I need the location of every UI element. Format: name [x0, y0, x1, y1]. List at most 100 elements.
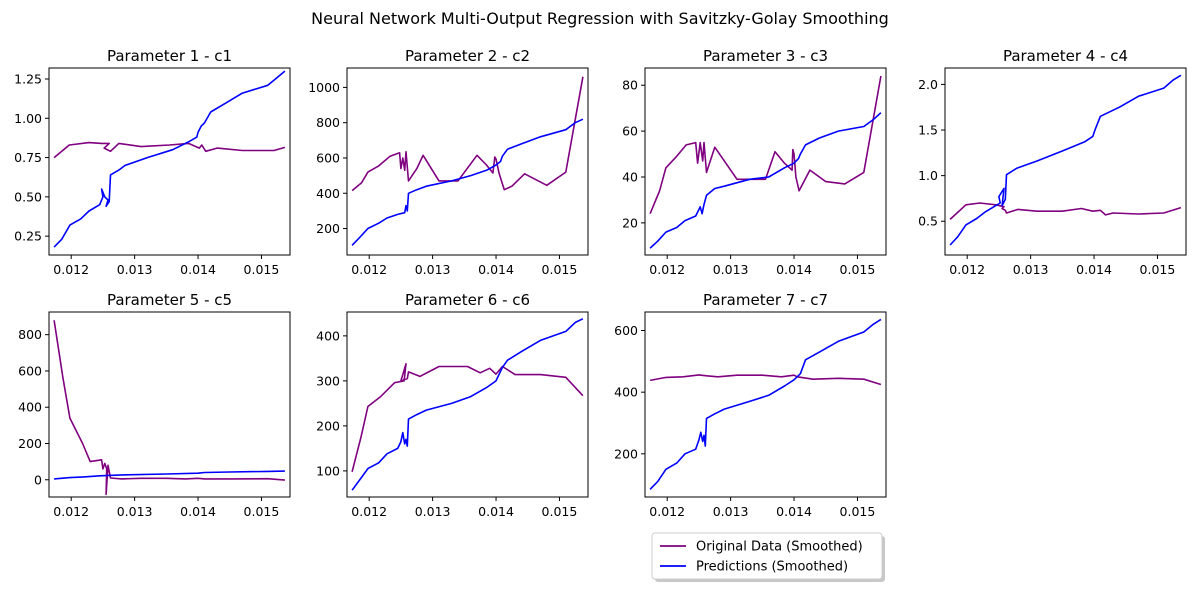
axes-frame: [944, 67, 1187, 256]
x-tick-label: 0.015: [542, 262, 578, 277]
x-tick-label: 0.013: [117, 262, 153, 277]
y-tick-label: 200: [614, 446, 638, 461]
series-line-original: [53, 320, 285, 496]
y-tick-label: 1000: [308, 80, 340, 95]
x-tick-label: 0.014: [478, 262, 514, 277]
y-tick-label: 1.25: [14, 72, 42, 87]
series-line-original: [649, 75, 882, 215]
x-tick-label: 0.015: [840, 504, 876, 519]
x-tick-label: 0.013: [1013, 262, 1049, 277]
x-tick-label: 0.012: [351, 504, 387, 519]
legend-label: Predictions (Smoothed): [696, 560, 848, 575]
series-line-predictions: [649, 112, 882, 249]
series-line-original: [649, 374, 882, 386]
series-line-original: [351, 76, 584, 192]
y-tick-label: 800: [316, 115, 340, 130]
subplot-4: 0.012 0.013 0.014 0.015 0.5 1.0 1.5 2.0 Paramete…: [918, 47, 1187, 277]
x-tick-label: 0.014: [1076, 262, 1112, 277]
subplot-title: Parameter 4 - c4: [1003, 47, 1128, 65]
axes-frame: [346, 67, 589, 256]
y-tick-label: 1.00: [14, 111, 42, 126]
subplot-title: Parameter 2 - c2: [405, 47, 530, 65]
axes-frame: [644, 67, 887, 256]
y-tick-label: 0.50: [14, 189, 42, 204]
subplot-7: 0.012 0.013 0.014 0.015 200 400 600 Parameter 7…: [614, 291, 887, 519]
x-tick-label: 0.012: [351, 262, 387, 277]
y-tick-label: 80: [622, 78, 638, 93]
x-tick-label: 0.013: [415, 504, 451, 519]
x-tick-label: 0.014: [478, 504, 514, 519]
subplot-5: 0.012 0.013 0.014 0.015 0 200 400 600 800 Paramet…: [18, 291, 291, 519]
y-tick-label: 400: [316, 186, 340, 201]
subplot-title: Parameter 6 - c6: [405, 291, 530, 309]
series-line-predictions: [351, 118, 584, 246]
x-tick-label: 0.012: [649, 504, 685, 519]
x-tick-label: 0.014: [180, 504, 216, 519]
subplots: 0.012 0.013 0.014 0.0150.250.500.751.001.25…: [14, 47, 1187, 519]
subplot-title: Parameter 1 - c1: [107, 47, 232, 65]
axes-frame: [346, 311, 589, 498]
series-line-predictions: [649, 318, 882, 490]
series-line-original: [53, 141, 286, 159]
x-tick-label: 0.012: [949, 262, 985, 277]
axes-frame: [48, 67, 291, 256]
subplot-title: Parameter 5 - c5: [107, 291, 232, 309]
subplot-title: Parameter 7 - c7: [703, 291, 828, 309]
x-tick-label: 0.015: [1140, 262, 1176, 277]
y-tick-label: 0.25: [14, 229, 42, 244]
series-line-predictions: [53, 70, 286, 248]
x-tick-label: 0.014: [180, 262, 216, 277]
x-tick-label: 0.014: [776, 262, 812, 277]
subplot-3: 0.012 0.013 0.014 0.015 20 40 60 80 Parameter 3 …: [622, 47, 887, 277]
y-tick-label: 400: [18, 400, 42, 415]
x-tick-label: 0.013: [713, 262, 749, 277]
x-tick-label: 0.012: [649, 262, 685, 277]
subplot-2: 0.012 0.013 0.014 0.015 200 400 600 800 1000 Para…: [308, 47, 589, 277]
y-tick-label: 800: [18, 327, 42, 342]
y-tick-label: 200: [18, 436, 42, 451]
y-tick-label: 2.0: [918, 77, 938, 92]
x-tick-label: 0.012: [53, 262, 89, 277]
y-tick-label: 60: [622, 124, 638, 139]
y-tick-label: 600: [614, 323, 638, 338]
axes-frame: [48, 311, 291, 498]
x-tick-label: 0.013: [713, 504, 749, 519]
x-tick-label: 0.013: [117, 504, 153, 519]
x-tick-label: 0.015: [840, 262, 876, 277]
y-tick-label: 0.75: [14, 150, 42, 165]
axes-frame: [644, 311, 887, 498]
y-tick-label: 200: [316, 221, 340, 236]
legend-box: [651, 532, 883, 580]
y-tick-label: 200: [316, 418, 340, 433]
y-tick-label: 40: [622, 169, 638, 184]
y-tick-label: 0.5: [918, 214, 938, 229]
series-line-predictions: [949, 74, 1182, 246]
x-tick-label: 0.015: [542, 504, 578, 519]
y-tick-label: 100: [316, 463, 340, 478]
figure-title: Neural Network Multi-Output Regression w…: [311, 9, 889, 28]
y-tick-label: 1.5: [918, 123, 938, 138]
x-tick-label: 0.013: [415, 262, 451, 277]
series-line-original: [351, 362, 584, 472]
y-tick-label: 300: [316, 373, 340, 388]
x-tick-label: 0.015: [244, 262, 280, 277]
legend: Original Data (Smoothed) Predictions (Smo…: [651, 532, 885, 582]
legend-label: Original Data (Smoothed): [696, 540, 863, 555]
x-tick-label: 0.015: [244, 504, 280, 519]
series-line-predictions: [54, 470, 285, 480]
y-tick-label: 600: [18, 363, 42, 378]
y-tick-label: 400: [614, 385, 638, 400]
subplot-title: Parameter 3 - c3: [703, 47, 828, 65]
y-tick-label: 600: [316, 150, 340, 165]
y-tick-label: 400: [316, 328, 340, 343]
y-tick-label: 20: [622, 215, 638, 230]
series-line-original: [949, 202, 1182, 220]
y-tick-label: 0: [34, 472, 42, 487]
subplot-6: 0.012 0.013 0.014 0.015 100 200 300 400 Paramete…: [316, 291, 589, 519]
x-tick-label: 0.014: [776, 504, 812, 519]
subplot-1: 0.012 0.013 0.014 0.015 0.25 0.50 0.75 1.00 1.25…: [14, 47, 291, 277]
x-tick-label: 0.012: [53, 504, 89, 519]
series-line-predictions: [351, 318, 584, 491]
y-tick-label: 1.0: [918, 168, 938, 183]
